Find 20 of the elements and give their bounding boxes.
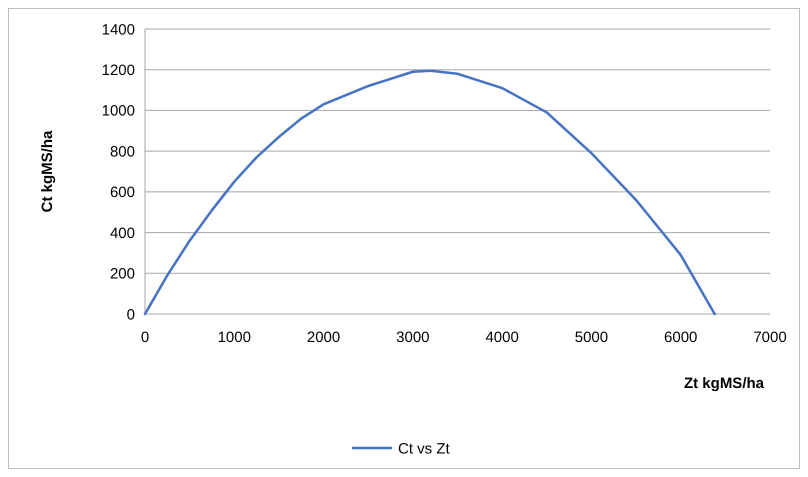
y-tick-label: 1200	[102, 62, 135, 79]
y-tick-label: 1400	[102, 21, 135, 38]
y-tick-label: 200	[110, 266, 135, 283]
y-tick-label: 1000	[102, 102, 135, 120]
line-series	[144, 69, 716, 316]
x-tick-label: 4000	[485, 329, 519, 346]
x-tick-label: 0	[140, 329, 150, 346]
y-tick-label: 400	[110, 224, 135, 242]
x-tick-label: 5000	[574, 329, 608, 346]
y-tick-label: 800	[110, 143, 135, 160]
x-tick-label: 2000	[306, 329, 340, 346]
x-tick-label: 7000	[753, 329, 787, 346]
x-tick-label: 1000	[218, 329, 251, 346]
y-tick-label: 600	[110, 184, 135, 202]
legend-label: Ct vs Zt	[398, 440, 450, 458]
y-axis-title: Ct kgMS/ha	[39, 130, 56, 212]
x-tick-label: 3000	[396, 329, 430, 346]
y-tick-label: 0	[126, 306, 135, 324]
x-tick-label: 6000	[664, 329, 698, 346]
x-axis-title: Zt kgMS/ha	[684, 375, 765, 392]
